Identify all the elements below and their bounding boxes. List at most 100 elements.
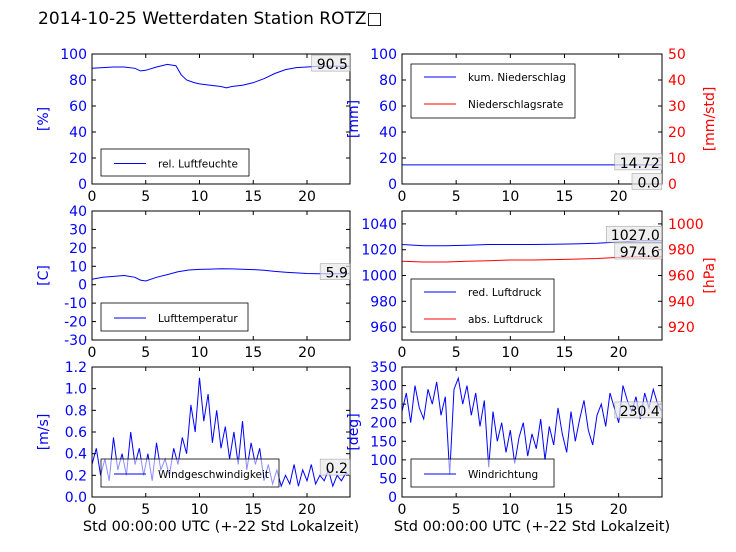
winddirection-y-label: [deg] [346, 413, 362, 450]
humidity-legend-label: rel. Luftfeuchte [158, 159, 238, 171]
winddirection-series-line [401, 376, 663, 475]
winddirection-annotation: 230.4 [620, 404, 660, 420]
pressure-y-right-tick-label: 940 [668, 294, 695, 310]
humidity-y-tick-label: 100 [60, 47, 87, 63]
humidity-x-tick-label: 15 [244, 189, 262, 205]
temperature-y-tick-label: -10 [64, 296, 87, 312]
pressure-y-tick-label: 1020 [361, 243, 397, 259]
windspeed-x-tick-label: 10 [191, 502, 209, 518]
pressure-x-tick-label: 20 [610, 345, 628, 361]
precipitation-y-right-tick-label: 40 [668, 73, 686, 89]
windspeed-y-tick-label: 0.6 [65, 425, 87, 441]
precipitation-y-tick-label: 40 [379, 125, 397, 141]
windspeed-x-label: Std 00:00:00 UTC (+-22 Std Lokalzeit) [83, 519, 359, 535]
temperature-y-tick-label: 10 [69, 259, 87, 275]
pressure-y-right-tick-label: 980 [668, 243, 695, 259]
temperature-legend-label: Lufttemperatur [158, 313, 238, 325]
temperature-y-tick-label: 40 [69, 204, 87, 220]
temperature-y-label: [C] [36, 265, 52, 286]
precipitation-x-tick-label: 0 [398, 189, 407, 205]
winddirection-y-tick-label: 350 [370, 360, 397, 376]
precipitation-annotation-box [631, 173, 663, 190]
temperature-y-tick-label: 20 [69, 241, 87, 257]
winddirection-y-tick-label: 100 [370, 453, 397, 469]
winddirection-x-tick-label: 5 [452, 502, 461, 518]
windspeed-y-tick-label: 0.0 [65, 490, 87, 506]
pressure-y-right-tick-label: 920 [668, 320, 695, 336]
winddirection-annotation-box [614, 401, 663, 419]
temperature-annotation-box [319, 263, 351, 280]
winddirection-y-tick-label: 300 [370, 379, 397, 395]
pressure-legend-label: abs. Luftdruck [468, 314, 544, 326]
humidity-y-tick-label: 0 [78, 177, 87, 193]
pressure-legend [410, 278, 555, 333]
winddirection-x-tick-label: 10 [501, 502, 519, 518]
pressure-y-tick-label: 1000 [361, 269, 397, 285]
winddirection-y-tick-label: 200 [370, 416, 397, 432]
temperature-x-tick-label: 0 [88, 345, 97, 361]
precipitation-legend-label: Niederschlagsrate [468, 99, 563, 111]
temperature-x-tick-label: 20 [298, 345, 316, 361]
precipitation-x-tick-label: 10 [501, 189, 519, 205]
winddirection-axes-frame [401, 366, 663, 498]
temperature-x-tick-label: 5 [141, 345, 150, 361]
winddirection-y-tick-label: 0 [388, 490, 397, 506]
temperature-x-tick-label: 15 [244, 345, 262, 361]
winddirection-legend-label: Windrichtung [468, 469, 538, 481]
pressure-annotation: 1027.0 [611, 228, 660, 244]
pressure-x-tick-label: 0 [398, 345, 407, 361]
precipitation-y-tick-label: 100 [370, 47, 397, 63]
winddirection-x-label: Std 00:00:00 UTC (+-22 Std Lokalzeit) [394, 519, 670, 535]
pressure-annotation-box [614, 242, 663, 260]
windspeed-legend-label: Windgeschwindigkeit [158, 469, 269, 481]
precipitation-x-tick-label: 20 [610, 189, 628, 205]
humidity-annotation-box [311, 54, 351, 72]
humidity-axes-frame [91, 53, 351, 185]
precipitation-y-tick-label: 0 [388, 177, 397, 193]
pressure-y-right-tick-label: 960 [668, 269, 695, 285]
windspeed-legend [100, 458, 280, 488]
windspeed-annotation-box [319, 458, 351, 476]
humidity-annotation: 90.5 [317, 57, 348, 73]
windspeed-x-tick-label: 20 [298, 502, 316, 518]
pressure-x-tick-label: 10 [501, 345, 519, 361]
humidity-y-tick-label: 20 [69, 151, 87, 167]
precipitation-y-tick-label: 20 [379, 151, 397, 167]
winddirection-legend [410, 458, 555, 488]
temperature-y-tick-label: 30 [69, 222, 87, 238]
precipitation-y-tick-label: 80 [379, 73, 397, 89]
windspeed-y-tick-label: 0.4 [65, 447, 87, 463]
precipitation-y-right-tick-label: 30 [668, 99, 686, 115]
precipitation-legend [410, 63, 576, 119]
windspeed-y-tick-label: 0.2 [65, 468, 87, 484]
winddirection-y-tick-label: 150 [370, 434, 397, 450]
precipitation-y-right-tick-label: 20 [668, 125, 686, 141]
temperature-series-line [91, 268, 350, 282]
pressure-y-right-label: [hPa] [702, 257, 718, 293]
precipitation-y-right-tick-label: 50 [668, 47, 686, 63]
winddirection-y-tick-label: 50 [379, 471, 397, 487]
humidity-legend [100, 148, 250, 177]
windspeed-x-tick-label: 15 [244, 502, 262, 518]
precipitation-x-tick-label: 5 [452, 189, 461, 205]
humidity-x-tick-label: 10 [191, 189, 209, 205]
precipitation-annotation: 14.72 [620, 156, 660, 172]
winddirection-x-tick-label: 0 [398, 502, 407, 518]
temperature-legend [100, 302, 249, 332]
pressure-annotation: 974.6 [620, 245, 660, 261]
pressure-y-right-tick-label: 1000 [668, 217, 704, 233]
winddirection-x-tick-label: 15 [556, 502, 574, 518]
pressure-x-tick-label: 5 [452, 345, 461, 361]
humidity-y-tick-label: 80 [69, 73, 87, 89]
windspeed-x-tick-label: 5 [141, 502, 150, 518]
windspeed-x-tick-label: 0 [88, 502, 97, 518]
temperature-x-tick-label: 10 [191, 345, 209, 361]
temperature-y-tick-label: -30 [64, 333, 87, 349]
humidity-y-tick-label: 60 [69, 99, 87, 115]
windspeed-y-tick-label: 0.8 [65, 403, 87, 419]
precipitation-y-label: [mm] [346, 100, 362, 138]
humidity-y-tick-label: 40 [69, 125, 87, 141]
precipitation-axes-frame [401, 53, 663, 185]
windspeed-y-tick-label: 1.2 [65, 360, 87, 376]
precipitation-annotation: 0.0 [638, 175, 660, 191]
